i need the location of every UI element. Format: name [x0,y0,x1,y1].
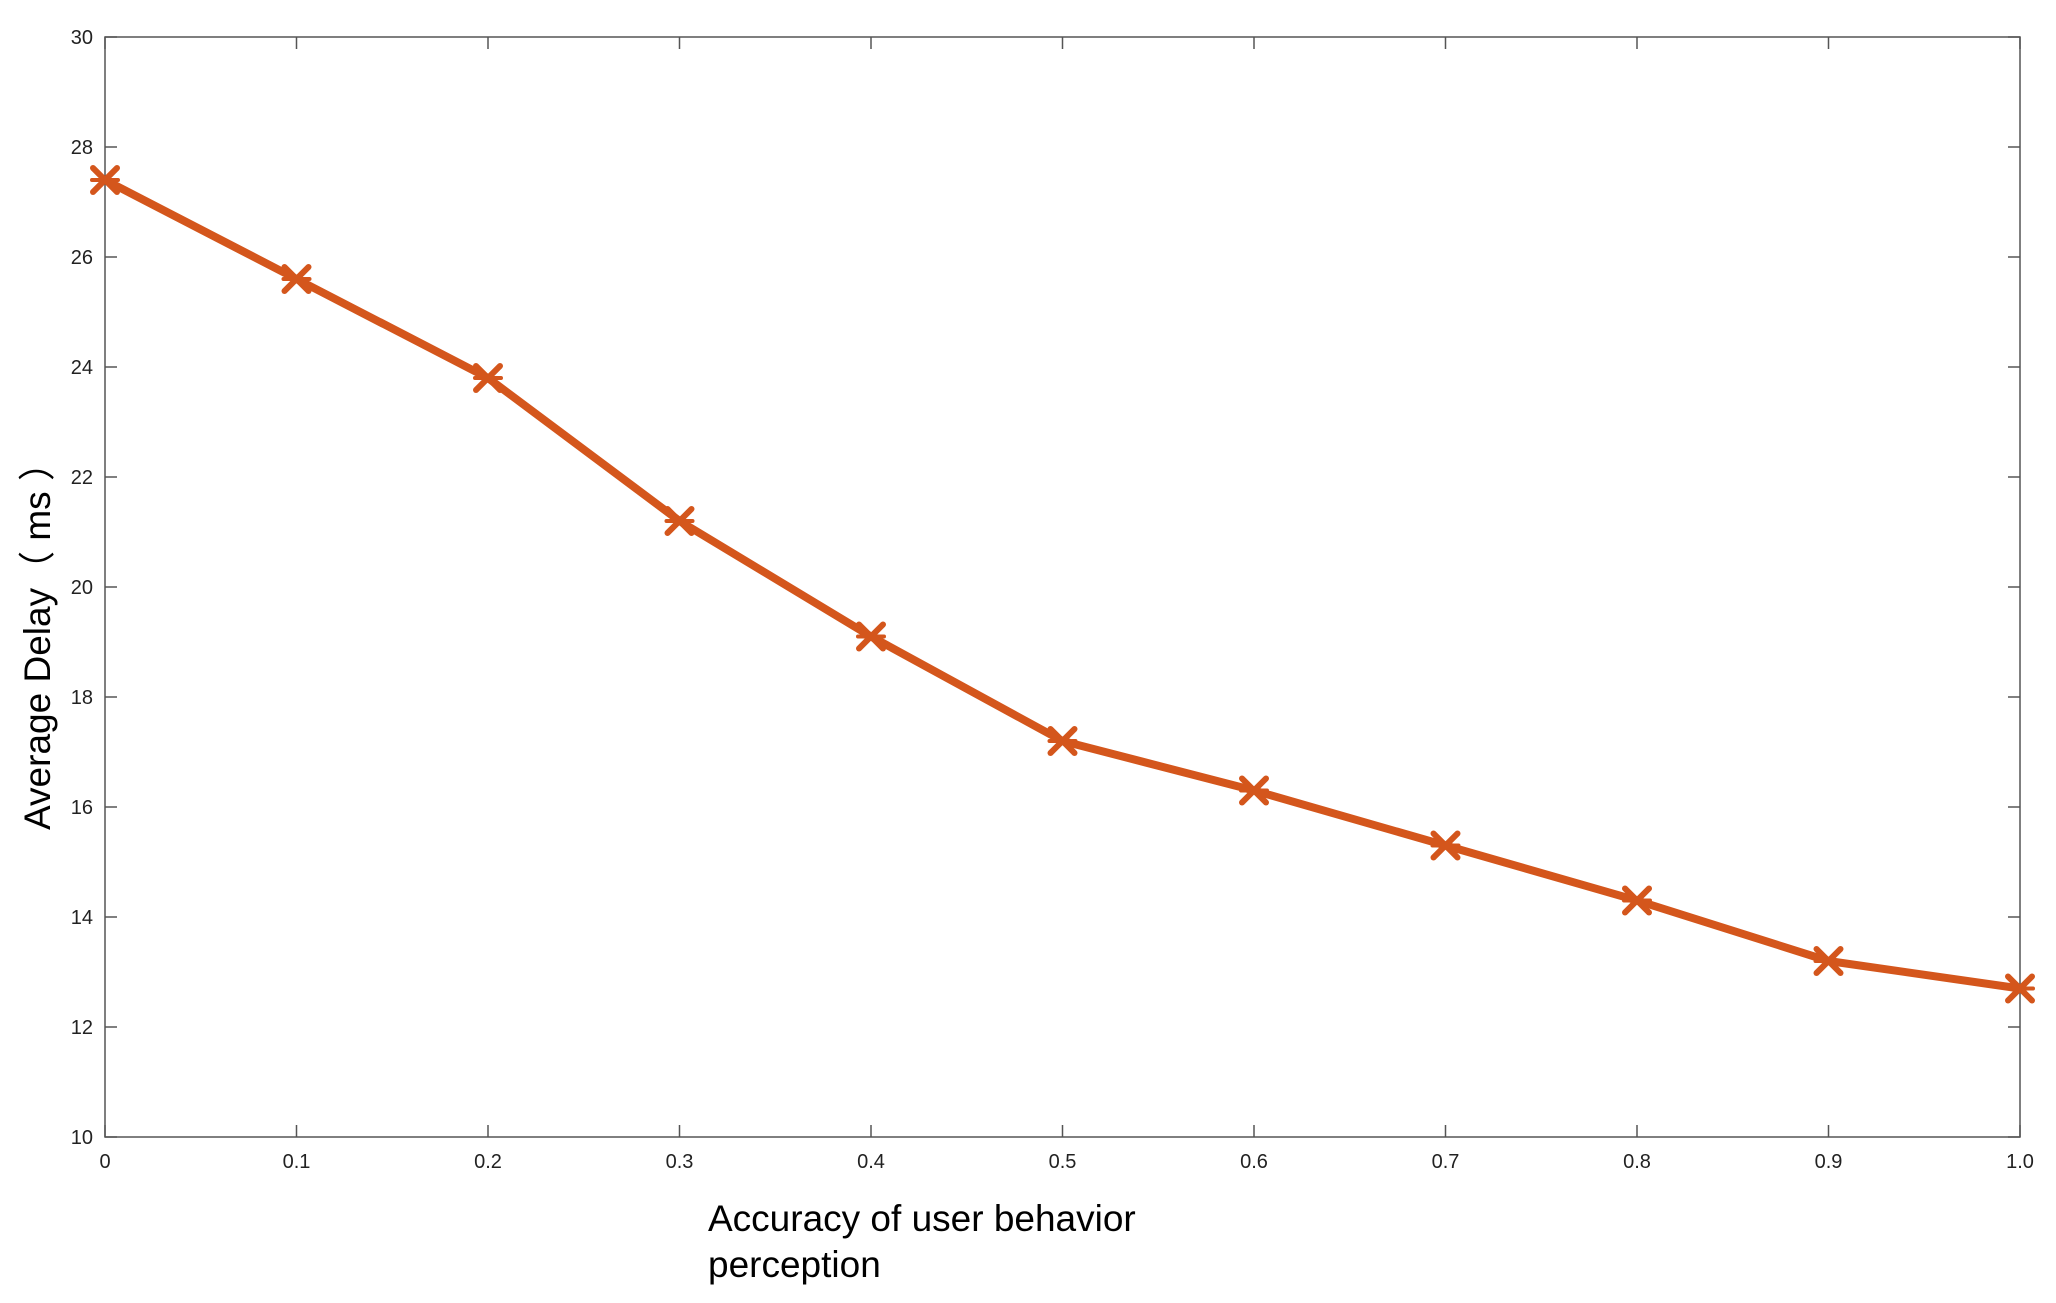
data-point-marker [1813,946,1844,976]
x-tick-label: 0.5 [1049,1151,1077,1173]
x-tick-label: 1.0 [2006,1151,2034,1173]
data-point-marker [856,621,886,652]
x-tick-label: 0.7 [1432,1151,1460,1173]
x-tick-label: 0.6 [1240,1151,1268,1173]
y-tick-label: 16 [71,797,93,819]
data-point-marker [281,264,312,294]
data-point-marker [1430,830,1461,861]
x-tick-label: 0 [99,1151,110,1173]
x-tick-label: 0.1 [283,1151,311,1173]
x-tick-label: 0.4 [857,1151,885,1173]
x-tick-label: 0.8 [1623,1151,1651,1173]
y-tick-label: 12 [71,1017,93,1039]
data-point-marker [1622,885,1652,916]
y-tick-label: 20 [71,577,93,599]
y-tick-label: 18 [71,687,93,709]
y-tick-label: 24 [71,357,93,379]
y-tick-label: 26 [71,247,93,269]
x-tick-label: 0.3 [666,1151,694,1173]
plot-area [104,36,2021,1138]
data-point-marker [1239,775,1269,806]
series-layer [90,165,2035,1004]
y-axis-ticks: 10 12 14 16 18 20 22 24 26 28 30 [71,27,2020,1149]
data-point-marker [664,506,695,536]
y-tick-label: 10 [71,1127,93,1149]
x-axis-title-line-1: Accuracy of user behavior [708,1198,1136,1239]
y-tick-label: 30 [71,27,93,49]
x-axis-title-line-2: perception [708,1244,881,1285]
y-axis-title: Average Delay（ ms ） [17,444,58,830]
y-tick-label: 14 [71,907,93,929]
data-point-marker [2005,973,2035,1004]
y-tick-label: 22 [71,467,93,489]
y-tick-label: 28 [71,137,93,159]
data-point-marker [473,363,503,393]
data-point-marker [90,165,120,195]
data-point-marker [1047,726,1078,756]
x-tick-label: 0.2 [474,1151,502,1173]
x-axis-ticks: 0 0.1 0.2 0.3 0.4 0.5 0.6 0.7 0.8 0.9 1.0 [99,37,2034,1173]
x-tick-label: 0.9 [1815,1151,1843,1173]
